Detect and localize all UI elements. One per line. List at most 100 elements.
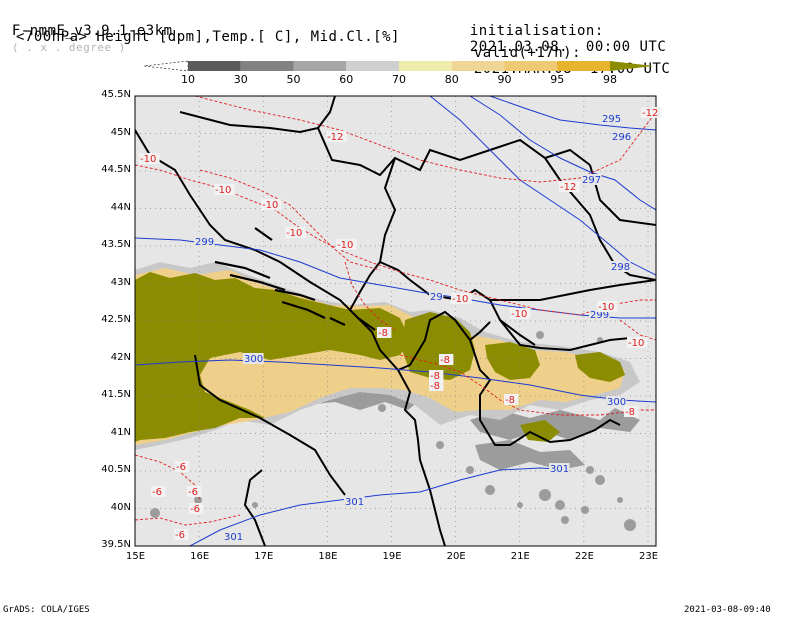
colorbar-box	[504, 61, 558, 71]
contour-label-bg	[610, 261, 631, 272]
latitude-tick-label: 41.5N	[101, 389, 131, 400]
contour-label: 29	[430, 292, 443, 303]
colorbar-high-arrow	[610, 61, 654, 71]
init-value: 2021.03.08. 00:00 UTC	[469, 39, 667, 55]
init-label: initialisation:	[469, 23, 604, 39]
contour-label-bg	[624, 406, 639, 417]
temperature-contour-labels: -12-12-12-10-10-10-10-10-10-10-10-10-8-8…	[139, 107, 662, 541]
colorbar-box	[557, 61, 610, 71]
contour-label: -10	[286, 228, 302, 239]
contour-label: 301	[345, 497, 364, 508]
contour-label-bg	[510, 308, 531, 319]
latitude-tick-label: 43N	[110, 276, 131, 288]
contour-label-bg	[285, 227, 306, 238]
longitude-tick-label: 21E	[510, 551, 530, 562]
temperature-contours	[135, 96, 656, 526]
colorbar-box	[240, 61, 294, 71]
cloud-cover-dense	[135, 272, 625, 442]
colorbar-box	[346, 61, 399, 71]
contour-label: -8	[378, 328, 388, 339]
field-description: <700hPa> Height [dpm],Temp.[ C], Mid.Cl.…	[16, 29, 400, 45]
contour-label: 300	[607, 397, 626, 408]
latitude-tick-label: 41N	[110, 426, 131, 438]
colorbar-tick-label: 98	[603, 73, 617, 86]
valid-label: valid(+17h):	[473, 45, 582, 61]
longitude-tick-label: 18E	[318, 551, 338, 562]
contour-label-bg	[344, 496, 365, 507]
contour-label: -8	[505, 395, 515, 406]
contour-label-bg	[187, 486, 202, 497]
latitude-tick-label: 45N	[110, 126, 131, 138]
contour-label-bg	[189, 503, 204, 514]
contour-label-bg	[504, 394, 519, 405]
contour-label: -6	[188, 487, 198, 498]
degree-note: ( . x . degree )	[11, 41, 126, 54]
latitude-tick-label: 40N	[110, 501, 131, 513]
longitude-tick-label: 19E	[382, 551, 402, 562]
contour-label-bg	[589, 309, 610, 320]
colorbar-legend: 10 30 50 60 70 80 90 95 98	[143, 60, 654, 86]
contour-label: -8	[440, 355, 450, 366]
contour-label-bg	[641, 107, 662, 118]
contour-label: -10	[452, 294, 468, 305]
contour-label: -10	[511, 309, 527, 320]
contour-label-bg	[223, 531, 244, 542]
longitude-tick-label: 23E	[639, 551, 659, 562]
cloud-cover-low	[150, 331, 640, 531]
colorbar-tick-label: 50	[287, 73, 301, 86]
longitude-tick-label: 16E	[190, 551, 210, 562]
latitude-tick-label: 44N	[110, 201, 131, 213]
latitude-tick-label: 39.5N	[101, 539, 131, 550]
contour-label-bg	[597, 301, 618, 312]
contour-label: -12	[560, 182, 576, 193]
contour-label: -10	[628, 338, 644, 349]
colorbar-tick-label: 10	[181, 73, 195, 86]
contour-label: -10	[337, 240, 353, 251]
contour-label: 299	[590, 310, 609, 321]
adriatic-islands	[214, 227, 346, 326]
plot-frame	[134, 95, 657, 547]
latitude-tick-label: 44.5N	[101, 164, 131, 175]
colorbar-tick-label: 95	[550, 73, 564, 86]
contour-label: 301	[224, 532, 243, 543]
latitude-tick-label: 42N	[110, 351, 131, 363]
init-time: initialisation: 2021.03.08. 00:00 UTC	[452, 7, 666, 55]
latitude-tick-label: 43.5N	[101, 239, 131, 250]
contour-label-bg	[559, 181, 580, 192]
contour-label: 300	[244, 354, 263, 365]
contour-label: -8	[625, 407, 635, 418]
contour-label: 295	[602, 114, 621, 125]
contour-label: -12	[642, 108, 658, 119]
contour-label: -6	[175, 530, 185, 541]
contour-label-bg	[429, 291, 444, 302]
contour-label-bg	[429, 370, 444, 381]
contour-label-bg	[611, 131, 632, 142]
contour-label: -6	[152, 487, 162, 498]
footer-credit: GrADS: COLA/IGES	[3, 605, 90, 615]
contour-label-bg	[326, 131, 347, 142]
colorbar-tick-label: 90	[498, 73, 512, 86]
contour-label: -10	[215, 185, 231, 196]
contour-label: -10	[262, 200, 278, 211]
latitude-tick-label: 42.5N	[101, 314, 131, 325]
latitude-tick-label: 45.5N	[101, 89, 131, 100]
latitude-tick-label: 40.5N	[101, 464, 131, 475]
contour-label-bg	[194, 236, 215, 247]
colorbar-tick-label: 60	[339, 73, 353, 86]
contour-label-bg	[581, 174, 602, 185]
contour-label: 299	[195, 237, 214, 248]
contour-label-bg	[606, 396, 627, 407]
longitude-tick-label: 15E	[126, 551, 146, 562]
colorbar-box	[293, 61, 347, 71]
contour-label-bg	[243, 353, 264, 364]
colorbar-low-arrow	[143, 60, 189, 72]
contour-label-bg	[439, 354, 454, 365]
contour-label: 301	[550, 464, 569, 475]
colorbar-box	[451, 61, 505, 71]
contour-label: -12	[327, 132, 343, 143]
contour-label-bg	[261, 199, 282, 210]
contour-label: -10	[598, 302, 614, 313]
contour-label: -8	[430, 371, 440, 382]
contour-label-bg	[377, 327, 392, 338]
